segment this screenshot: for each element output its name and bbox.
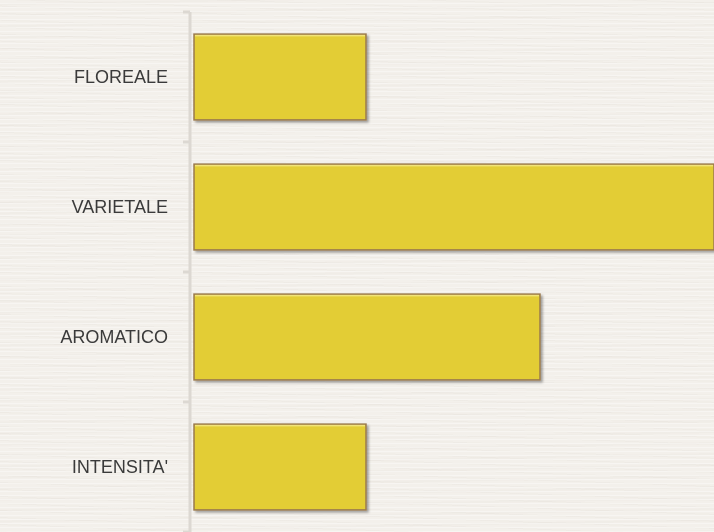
bars [193,33,714,511]
bar-floreale [193,33,367,121]
bar [193,423,367,511]
category-label: FLOREALE [74,67,168,87]
category-label: INTENSITA' [72,457,168,477]
bar [193,163,714,251]
bar [193,33,367,121]
bar-aromatico [193,293,541,381]
category-labels: FLOREALE VARIETALE AROMATICO INTENSITA' [60,67,168,477]
bar-intensita [193,423,367,511]
bar [193,293,541,381]
y-axis [183,10,192,532]
category-label: VARIETALE [72,197,168,217]
bar-varietale [193,163,714,251]
category-label: AROMATICO [60,327,168,347]
